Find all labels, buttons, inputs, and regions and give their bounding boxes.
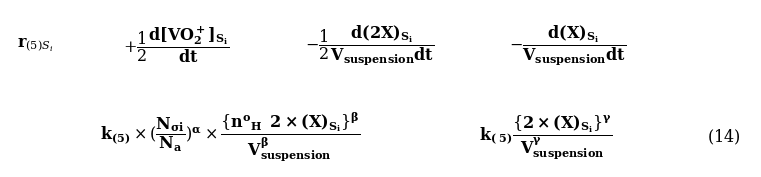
Text: $-\dfrac{\mathbf{d(X)_{S_i}}}{\mathbf{V_{suspension}dt}}$: $-\dfrac{\mathbf{d(X)_{S_i}}}{\mathbf{V_… [509,23,626,67]
Text: $\mathbf{k_{(5)}}\times(\dfrac{\mathbf{N_{\sigma i}}}{\mathbf{N_a}})^{\mathbf{\a: $\mathbf{k_{(5)}}\times(\dfrac{\mathbf{N… [100,111,361,164]
Text: $\mathbf{r}_{(5)S_i}$: $\mathbf{r}_{(5)S_i}$ [17,36,53,54]
Text: $(14)$: $(14)$ [706,128,740,147]
Text: $\mathbf{k_{(\;5)}}\dfrac{\{\mathbf{2\times(X)_{S_i}}\}^{\mathbf{\gamma}}}{\math: $\mathbf{k_{(\;5)}}\dfrac{\{\mathbf{2\ti… [479,113,613,161]
Text: $-\dfrac{1}{2}\dfrac{\mathbf{d(2X)_{S_i}}}{\mathbf{V_{suspension}dt}}$: $-\dfrac{1}{2}\dfrac{\mathbf{d(2X)_{S_i}… [304,23,434,67]
Text: $+\dfrac{1}{2}\dfrac{\mathbf{d[VO_2^+]_{S_i}}}{\mathbf{dt}}$: $+\dfrac{1}{2}\dfrac{\mathbf{d[VO_2^+]_{… [123,25,229,65]
